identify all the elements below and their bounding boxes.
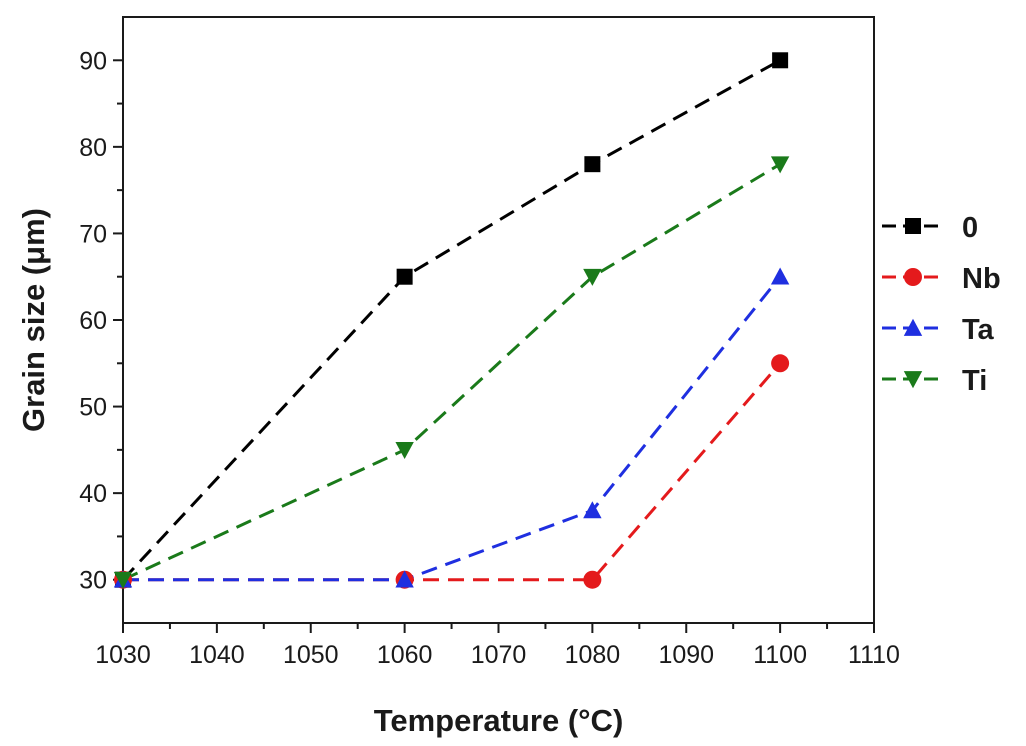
data-point-0 xyxy=(396,268,413,285)
x-tick-label: 1050 xyxy=(283,641,339,669)
legend-label: Ta xyxy=(962,314,995,346)
data-point-0 xyxy=(772,52,789,69)
legend-label: 0 xyxy=(962,212,978,244)
y-tick-label: 70 xyxy=(79,220,107,248)
data-point-ti xyxy=(113,571,133,589)
legend-marker xyxy=(904,268,922,286)
x-tick-label: 1040 xyxy=(189,641,245,669)
x-tick-label: 1060 xyxy=(377,641,433,669)
legend-marker xyxy=(903,371,923,389)
legend-marker xyxy=(905,218,921,234)
legend-item-ta: Ta xyxy=(882,314,995,346)
data-point-ti xyxy=(395,442,414,460)
y-axis-title: Grain size (μm) xyxy=(16,208,51,432)
series-lines xyxy=(121,58,782,582)
y-tick-label: 40 xyxy=(79,480,107,508)
y-tick-label: 90 xyxy=(79,47,107,75)
axes: 1030 1040 1050 1060 1070 1080 1090 1100 1110 30 40… xyxy=(79,16,900,669)
x-tick-label: 1030 xyxy=(95,641,151,669)
y-tick-label: 30 xyxy=(79,567,107,595)
x-axis-title: Temperature (°C) xyxy=(374,703,624,738)
data-point-ta xyxy=(395,570,414,588)
data-point-0 xyxy=(584,156,601,173)
data-point-ti xyxy=(583,268,602,286)
legend: 0 Nb Ta Ti xyxy=(882,212,1001,397)
series-line-nb xyxy=(123,362,782,582)
legend-label: Nb xyxy=(962,263,1001,295)
y-tick-label: 80 xyxy=(79,134,107,162)
series-line-0 xyxy=(121,58,781,581)
legend-item-ti: Ti xyxy=(882,365,987,397)
data-point-nb xyxy=(771,354,790,373)
y-tick-label: 50 xyxy=(79,394,107,422)
legend-item-0: 0 xyxy=(882,212,978,244)
plot-frame xyxy=(122,16,875,624)
x-tick-label: 1080 xyxy=(565,641,621,669)
x-tick-label: 1110 xyxy=(848,641,900,669)
data-point-ti xyxy=(770,156,790,174)
series-line-ti xyxy=(122,162,781,582)
data-point-ta xyxy=(770,267,790,285)
series-markers xyxy=(113,52,790,589)
legend-marker xyxy=(903,318,923,336)
series-line-ta xyxy=(123,275,782,582)
data-point-nb xyxy=(583,570,602,589)
legend-label: Ti xyxy=(962,365,987,397)
x-tick-label: 1090 xyxy=(658,641,714,669)
y-tick-label: 60 xyxy=(79,307,107,335)
x-tick-label: 1070 xyxy=(471,641,527,669)
x-tick-label: 1100 xyxy=(753,641,807,669)
data-point-ta xyxy=(583,501,602,519)
legend-item-nb: Nb xyxy=(882,263,1001,295)
